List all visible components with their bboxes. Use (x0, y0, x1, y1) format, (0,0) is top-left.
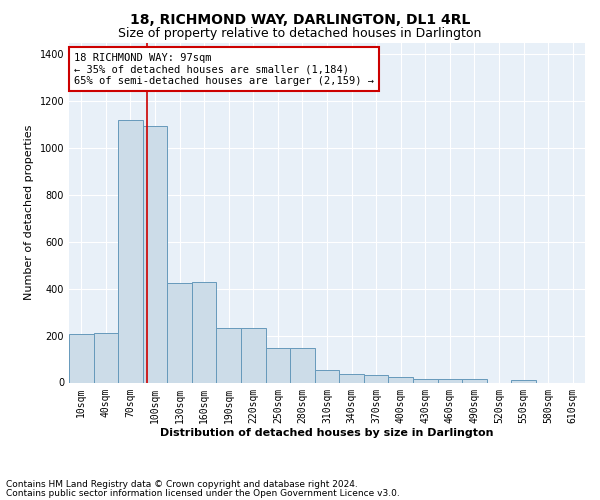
Bar (413, 380, 437, 382)
Bar (462, 379, 487, 382)
X-axis label: Distribution of detached houses by size in Darlington: Distribution of detached houses by size … (160, 428, 494, 438)
Bar (143, 126, 167, 382)
Y-axis label: Number of detached properties: Number of detached properties (24, 125, 34, 300)
Bar (437, 379, 462, 382)
Bar (339, 374, 364, 382)
Bar (388, 378, 413, 382)
Bar (364, 376, 388, 382)
Text: Contains public sector information licensed under the Open Government Licence v3: Contains public sector information licen… (6, 488, 400, 498)
Bar (511, 380, 536, 382)
Bar (241, 328, 266, 382)
Bar (217, 328, 241, 382)
Bar (192, 282, 217, 382)
Bar (69, 334, 94, 382)
Text: 18 RICHMOND WAY: 97sqm
← 35% of detached houses are smaller (1,184)
65% of semi-: 18 RICHMOND WAY: 97sqm ← 35% of detached… (74, 52, 374, 86)
Bar (290, 348, 315, 382)
Text: 18, RICHMOND WAY, DARLINGTON, DL1 4RL: 18, RICHMOND WAY, DARLINGTON, DL1 4RL (130, 12, 470, 26)
Bar (315, 370, 339, 382)
Bar (118, 120, 143, 382)
Bar (266, 348, 290, 382)
Text: Size of property relative to detached houses in Darlington: Size of property relative to detached ho… (118, 28, 482, 40)
Text: Contains HM Land Registry data © Crown copyright and database right 2024.: Contains HM Land Registry data © Crown c… (6, 480, 358, 489)
Bar (167, 283, 192, 382)
Bar (94, 334, 118, 382)
